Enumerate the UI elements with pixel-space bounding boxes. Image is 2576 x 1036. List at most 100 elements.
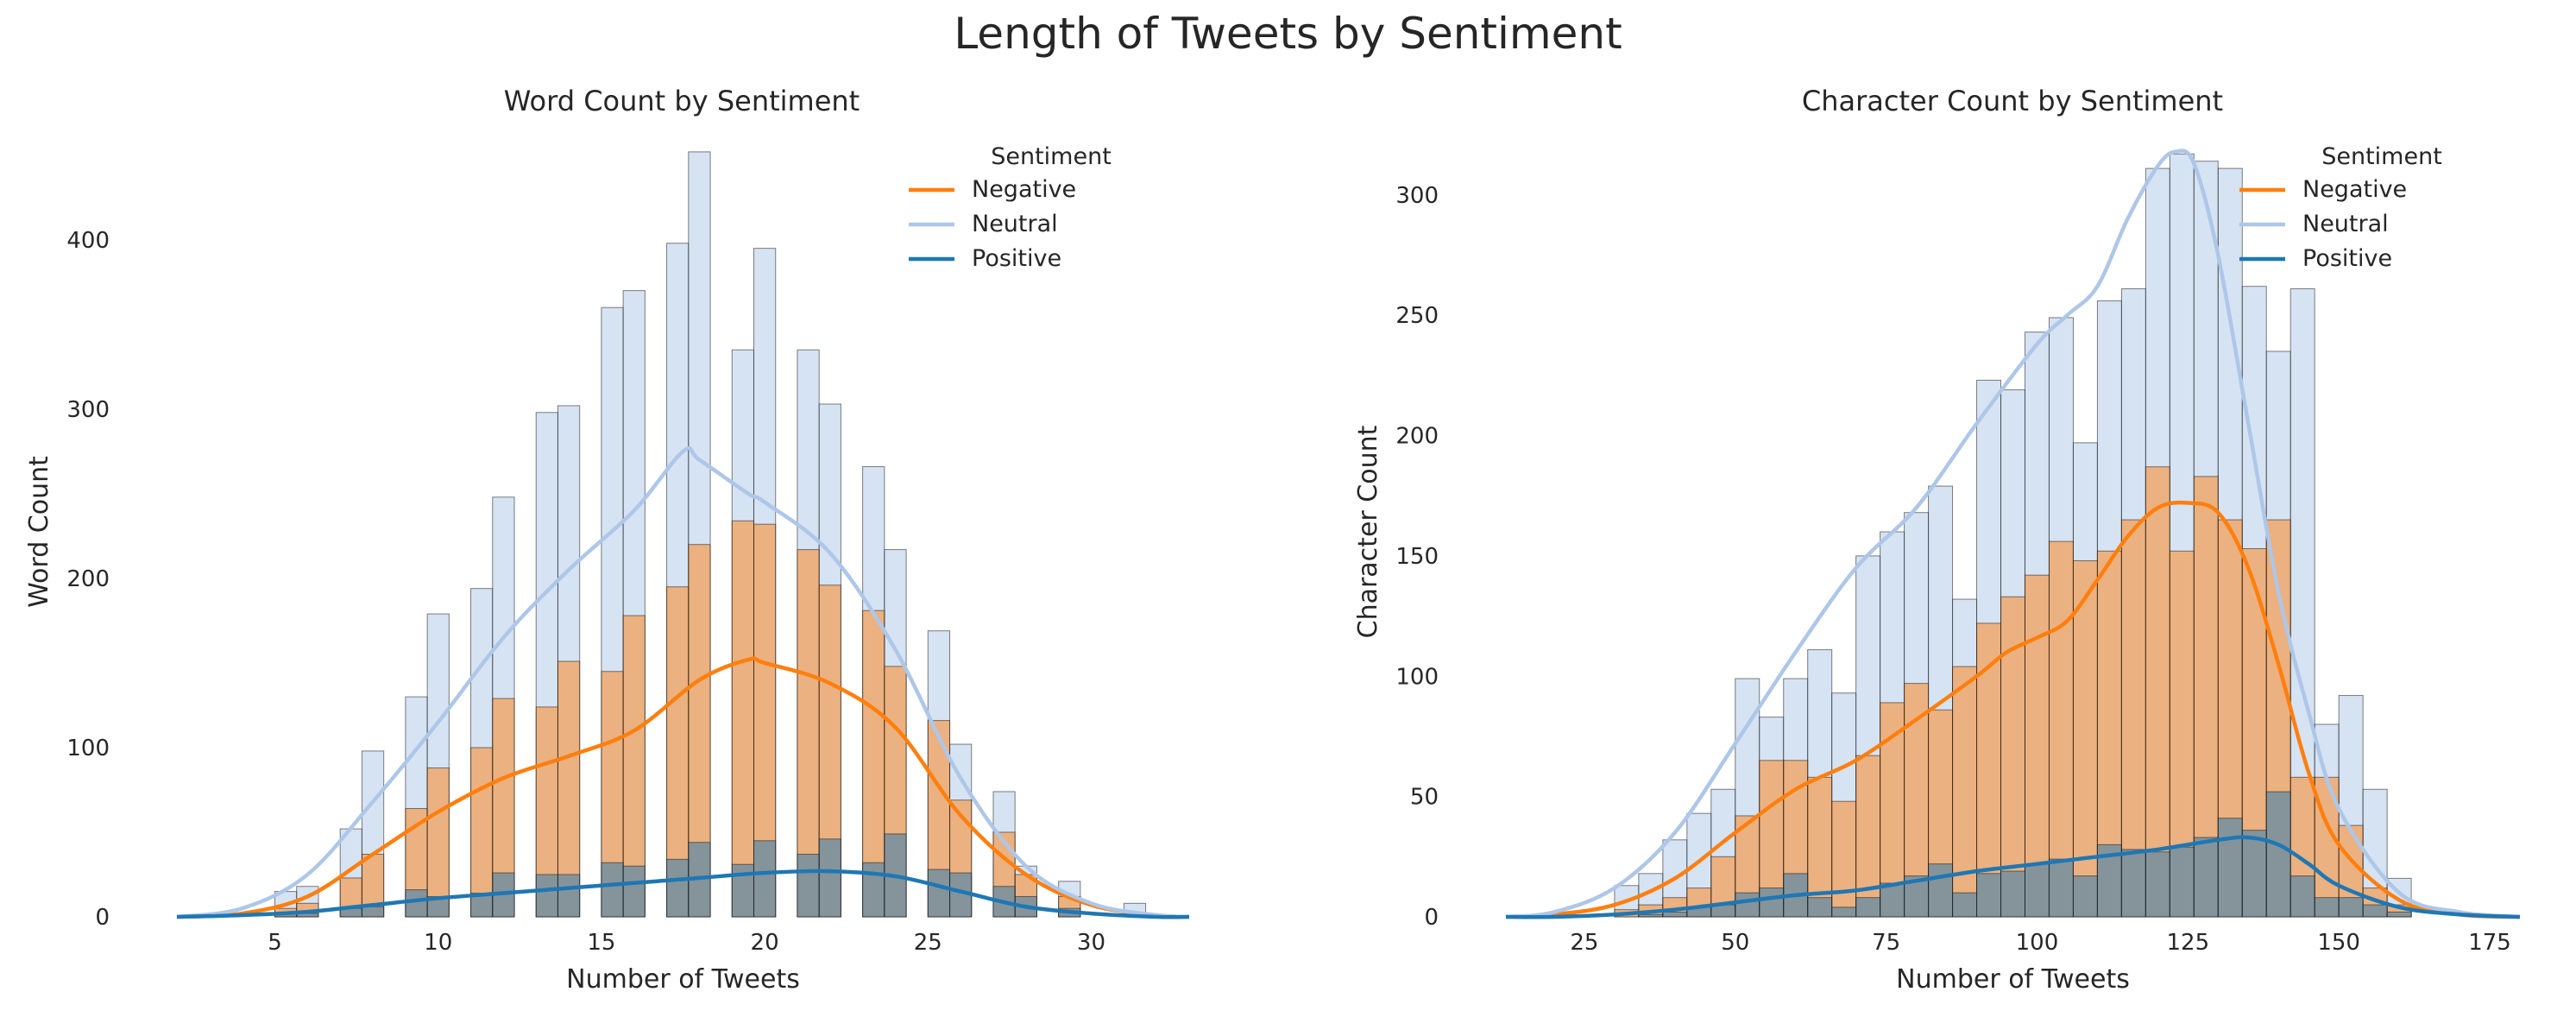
bar-positive xyxy=(2217,818,2243,918)
bar-positive xyxy=(1904,875,1930,918)
kde-neutral xyxy=(1505,148,2521,919)
legend-title: Sentiment xyxy=(2321,143,2442,170)
x-tick-label: 30 xyxy=(1077,930,1105,956)
y-tick-label: 300 xyxy=(66,397,110,423)
y-tick-label: 250 xyxy=(1395,303,1439,329)
bar-positive xyxy=(535,874,558,918)
y-tick-label: 0 xyxy=(95,905,110,931)
x-tick-label: 75 xyxy=(1872,930,1900,956)
subplot-title: Word Count by Sentiment xyxy=(504,85,860,117)
x-tick-label: 25 xyxy=(1570,930,1598,956)
bar-positive xyxy=(405,889,428,918)
y-axis-label: Word Count xyxy=(24,456,54,608)
bar-positive xyxy=(361,906,385,918)
figure-title: Length of Tweets by Sentiment xyxy=(954,9,1622,59)
x-tick-label: 5 xyxy=(268,930,282,956)
bar-positive xyxy=(1928,863,1954,918)
bars-positive xyxy=(274,833,1147,918)
bar-positive xyxy=(557,874,581,918)
legend-label-negative: Negative xyxy=(2302,176,2407,203)
legend-label-positive: Positive xyxy=(972,245,1061,272)
bar-positive xyxy=(797,853,820,918)
bar-positive xyxy=(2386,911,2412,918)
y-tick-label: 100 xyxy=(66,736,110,761)
legend-title: Sentiment xyxy=(991,143,1112,170)
bar-negative xyxy=(470,747,494,918)
bar-positive xyxy=(1807,897,1833,918)
bar-positive xyxy=(753,840,777,918)
bar-negative xyxy=(426,767,450,918)
bar-positive xyxy=(2193,837,2219,918)
bar-positive xyxy=(1855,897,1881,918)
bar-negative xyxy=(1855,755,1881,918)
bar-positive xyxy=(1662,911,1688,918)
panel-2: Character Count by Sentiment 25 50 75 100 125… xyxy=(1353,85,2521,995)
bar-positive xyxy=(2024,863,2050,918)
legend-label-positive: Positive xyxy=(2302,245,2392,272)
bar-positive xyxy=(2314,897,2340,918)
y-tick-label: 150 xyxy=(1395,544,1439,570)
bar-positive xyxy=(2120,849,2146,918)
legend-label-neutral: Neutral xyxy=(972,211,1058,237)
x-axis-label: Number of Tweets xyxy=(1896,964,2130,995)
x-tick-label: 50 xyxy=(1721,930,1749,956)
kde-negative xyxy=(1505,500,2521,919)
legend: Sentiment Negative Neutral Positive xyxy=(909,143,1112,272)
y-tick-label: 0 xyxy=(1424,905,1439,931)
x-tick-label: 150 xyxy=(2317,930,2360,956)
bar-positive xyxy=(601,862,624,918)
bar-positive xyxy=(2289,875,2315,918)
bar-positive xyxy=(2072,875,2098,918)
bar-negative xyxy=(1952,666,1978,918)
x-tick-label: 20 xyxy=(751,930,779,956)
kde-neutral xyxy=(176,445,1190,919)
bar-positive xyxy=(2048,858,2074,918)
y-tick-label: 400 xyxy=(66,228,110,254)
legend: Sentiment Negative Neutral Positive xyxy=(2239,143,2442,272)
bar-positive xyxy=(2241,830,2267,918)
bar-positive xyxy=(949,872,973,918)
bar-positive xyxy=(1735,892,1760,918)
x-tick-label: 175 xyxy=(2468,930,2511,956)
bar-positive xyxy=(2145,851,2170,918)
x-tick-label: 10 xyxy=(424,930,452,956)
bar-positive xyxy=(862,862,885,918)
bar-negative xyxy=(2072,559,2098,918)
bar-negative xyxy=(731,520,754,918)
bar-positive xyxy=(1759,888,1785,918)
bar-positive xyxy=(2169,846,2195,918)
kde-positive xyxy=(176,869,1190,919)
bar-positive xyxy=(2338,897,2364,918)
kde-negative xyxy=(176,656,1190,919)
y-tick-label: 300 xyxy=(1395,183,1439,209)
x-tick-label: 15 xyxy=(587,930,615,956)
bar-positive xyxy=(1638,913,1664,918)
y-axis-label: Character Count xyxy=(1353,425,1383,638)
bar-positive xyxy=(622,865,646,918)
bar-positive xyxy=(1831,906,1857,918)
y-tick-label: 100 xyxy=(1395,664,1439,690)
bar-negative xyxy=(1807,776,1833,918)
legend-label-neutral: Neutral xyxy=(2302,211,2389,237)
bar-positive xyxy=(2265,791,2291,918)
y-tick-label: 200 xyxy=(1395,424,1439,450)
y-tick-label: 200 xyxy=(66,566,110,592)
bars-positive xyxy=(1638,791,2412,918)
bar-negative xyxy=(2048,540,2074,918)
x-tick-label: 100 xyxy=(2016,930,2059,956)
bar-negative xyxy=(1831,800,1857,918)
x-tick-label: 25 xyxy=(914,930,942,956)
bar-positive xyxy=(927,869,951,918)
subplot-title: Character Count by Sentiment xyxy=(1802,85,2223,117)
legend-label-negative: Negative xyxy=(972,176,1076,203)
x-tick-label: 125 xyxy=(2167,930,2210,956)
bar-positive xyxy=(2000,870,2025,918)
bar-positive xyxy=(818,838,841,918)
bar-positive xyxy=(666,858,690,918)
bar-positive xyxy=(2362,904,2388,918)
bar-positive xyxy=(1976,873,2002,918)
bar-negative xyxy=(2145,466,2170,918)
x-axis-label: Number of Tweets xyxy=(566,964,800,995)
